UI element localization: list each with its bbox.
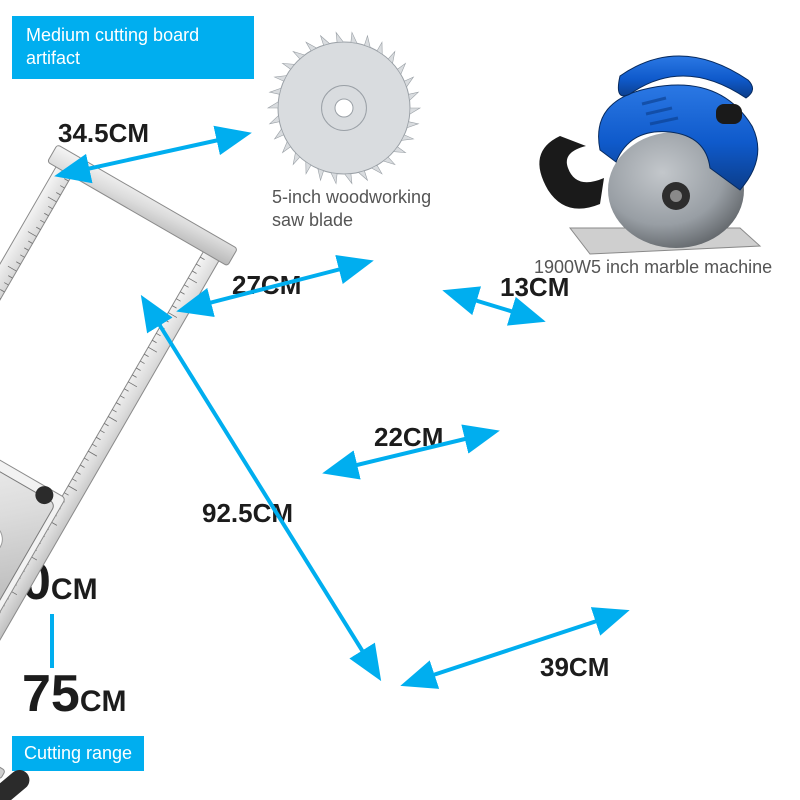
arrow-plate_gap: [448, 292, 540, 320]
arrow-top_width: [60, 134, 246, 175]
saw-blade-icon: [268, 32, 420, 183]
diagram-canvas: [0, 0, 800, 800]
cutting-frame: [0, 145, 315, 800]
arrow-bottom_width: [406, 612, 624, 684]
arrow-plate_width: [328, 432, 494, 472]
arrow-length: [144, 300, 378, 676]
marble-machine-icon: [539, 56, 760, 254]
